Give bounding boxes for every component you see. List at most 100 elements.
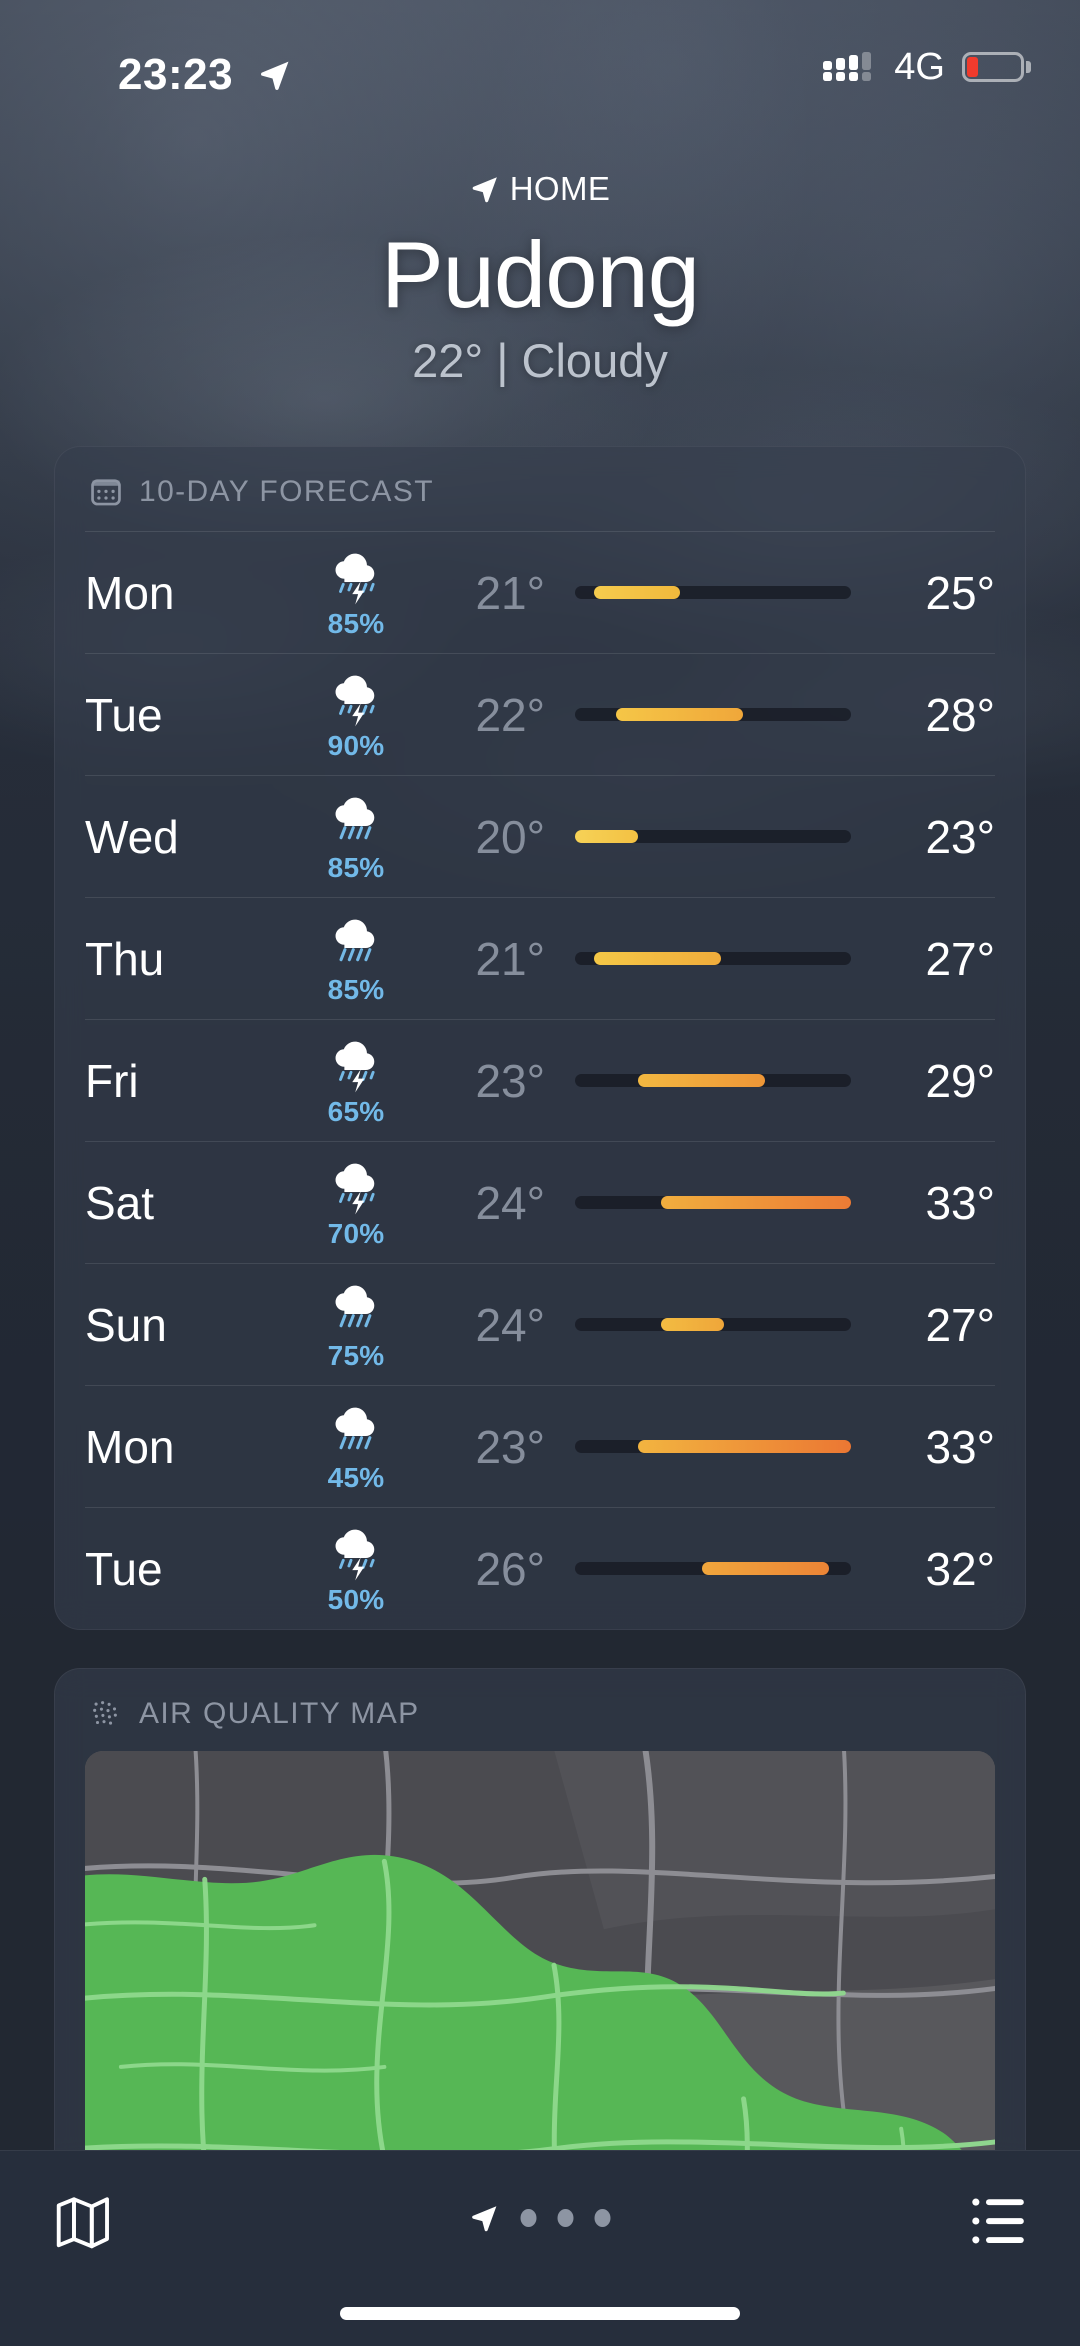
map-title: AIR QUALITY MAP — [139, 1697, 420, 1730]
forecast-day-label: Sat — [85, 1176, 155, 1229]
precipitation-probability: 85% — [327, 608, 385, 639]
temperature-range-track — [575, 952, 851, 965]
forecast-card-header: 10-DAY FORECAST — [55, 447, 1025, 509]
rain-icon — [319, 1399, 393, 1461]
forecast-row[interactable]: Sun 75% 24° 27° — [85, 1263, 995, 1385]
page-dot[interactable] — [520, 2209, 537, 2227]
forecast-day-label: Tue — [85, 1542, 163, 1595]
status-time: 23:23 — [118, 50, 234, 99]
precipitation-probability: 75% — [327, 1340, 385, 1371]
page-indicator[interactable] — [470, 2203, 611, 2233]
cellular-bars-icon — [823, 52, 877, 82]
forecast-weather-cell: 90% — [281, 667, 431, 762]
network-type: 4G — [894, 46, 945, 88]
page-title: Pudong — [380, 222, 700, 327]
page-dot[interactable] — [594, 2209, 611, 2227]
low-temperature: 23° — [475, 1054, 545, 1107]
temperature-range-fill — [660, 1318, 725, 1331]
temperature-range-track — [575, 708, 851, 721]
temperature-range-track — [575, 1440, 851, 1453]
temperature-range-fill — [701, 1562, 829, 1575]
thunderstorm-icon — [319, 667, 393, 729]
map-card-header: AIR QUALITY MAP — [55, 1669, 1025, 1731]
location-arrow-icon[interactable] — [470, 2203, 500, 2233]
high-temperature: 25° — [925, 566, 995, 619]
forecast-day-label: Mon — [85, 1420, 175, 1473]
high-temperature: 33° — [925, 1176, 995, 1229]
forecast-weather-cell: 50% — [281, 1521, 431, 1616]
status-bar: 23:23 4G — [0, 0, 1080, 120]
temperature-range-track — [575, 586, 851, 599]
air-quality-dots-icon — [89, 1697, 123, 1731]
temperature-range-fill — [594, 586, 680, 599]
forecast-row[interactable]: Mon 85% 21° 25° — [85, 531, 995, 653]
temperature-range-track — [575, 1318, 851, 1331]
bottom-tab-bar — [0, 2150, 1080, 2346]
ten-day-forecast-card[interactable]: 10-DAY FORECAST Mon 85% 21° 25° Tue 90% 22° 28°… — [54, 446, 1026, 1630]
low-temperature: 23° — [475, 1420, 545, 1473]
forecast-row[interactable]: Thu 85% 21° 27° — [85, 897, 995, 1019]
location-arrow-icon — [258, 58, 292, 97]
thunderstorm-icon — [319, 1521, 393, 1583]
precipitation-probability: 85% — [327, 852, 385, 883]
temperature-range-track — [575, 830, 851, 843]
forecast-weather-cell: 85% — [281, 911, 431, 1006]
forecast-row[interactable]: Sat 70% 24° 33° — [85, 1141, 995, 1263]
page-dot[interactable] — [557, 2209, 574, 2227]
forecast-weather-cell: 65% — [281, 1033, 431, 1128]
home-label: HOME — [509, 170, 611, 207]
high-temperature: 28° — [925, 688, 995, 741]
precipitation-probability: 45% — [327, 1462, 385, 1493]
high-temperature: 32° — [925, 1542, 995, 1595]
precipitation-probability: 50% — [327, 1584, 385, 1615]
high-temperature: 27° — [925, 932, 995, 985]
low-temperature: 26° — [475, 1542, 545, 1595]
calendar-icon — [89, 475, 123, 509]
temperature-range-track — [575, 1074, 851, 1087]
location-arrow-icon — [470, 174, 500, 204]
forecast-day-label: Wed — [85, 810, 179, 863]
rain-icon — [319, 1277, 393, 1339]
location-header: HOME Pudong 22° | Cloudy — [0, 170, 1080, 388]
forecast-weather-cell: 45% — [281, 1399, 431, 1494]
forecast-row[interactable]: Mon 45% 23° 33° — [85, 1385, 995, 1507]
forecast-day-label: Thu — [85, 932, 165, 985]
low-temperature: 21° — [475, 566, 545, 619]
low-temperature: 24° — [475, 1298, 545, 1351]
precipitation-probability: 65% — [327, 1096, 385, 1127]
forecast-weather-cell: 75% — [281, 1277, 431, 1372]
battery-low-icon — [962, 52, 1031, 82]
thunderstorm-icon — [319, 1033, 393, 1095]
forecast-row[interactable]: Tue 50% 26° 32° — [85, 1507, 995, 1629]
map-icon[interactable] — [52, 2191, 114, 2258]
temperature-range-track — [575, 1562, 851, 1575]
list-icon[interactable] — [970, 2195, 1028, 2252]
status-indicators: 4G — [823, 46, 1031, 88]
home-indicator — [340, 2307, 740, 2320]
forecast-day-label: Fri — [85, 1054, 139, 1107]
low-temperature: 20° — [475, 810, 545, 863]
precipitation-probability: 90% — [327, 730, 385, 761]
temperature-range-fill — [660, 1196, 851, 1209]
forecast-day-label: Sun — [85, 1298, 167, 1351]
forecast-row[interactable]: Tue 90% 22° 28° — [85, 653, 995, 775]
high-temperature: 33° — [925, 1420, 995, 1473]
high-temperature: 29° — [925, 1054, 995, 1107]
forecast-weather-cell: 70% — [281, 1155, 431, 1250]
temperature-range-fill — [638, 1074, 766, 1087]
low-temperature: 22° — [475, 688, 545, 741]
current-condition: 22° | Cloudy — [412, 334, 668, 388]
forecast-row[interactable]: Wed 85% 20° 23° — [85, 775, 995, 897]
forecast-title: 10-DAY FORECAST — [139, 475, 434, 508]
forecast-row[interactable]: Fri 65% 23° 29° — [85, 1019, 995, 1141]
thunderstorm-icon — [319, 545, 393, 607]
forecast-weather-cell: 85% — [281, 789, 431, 884]
low-temperature: 24° — [475, 1176, 545, 1229]
temperature-range-fill — [594, 952, 722, 965]
thunderstorm-icon — [319, 1155, 393, 1217]
temperature-range-fill — [575, 830, 639, 843]
rain-icon — [319, 789, 393, 851]
temperature-range-fill — [638, 1440, 851, 1453]
temperature-range-track — [575, 1196, 851, 1209]
